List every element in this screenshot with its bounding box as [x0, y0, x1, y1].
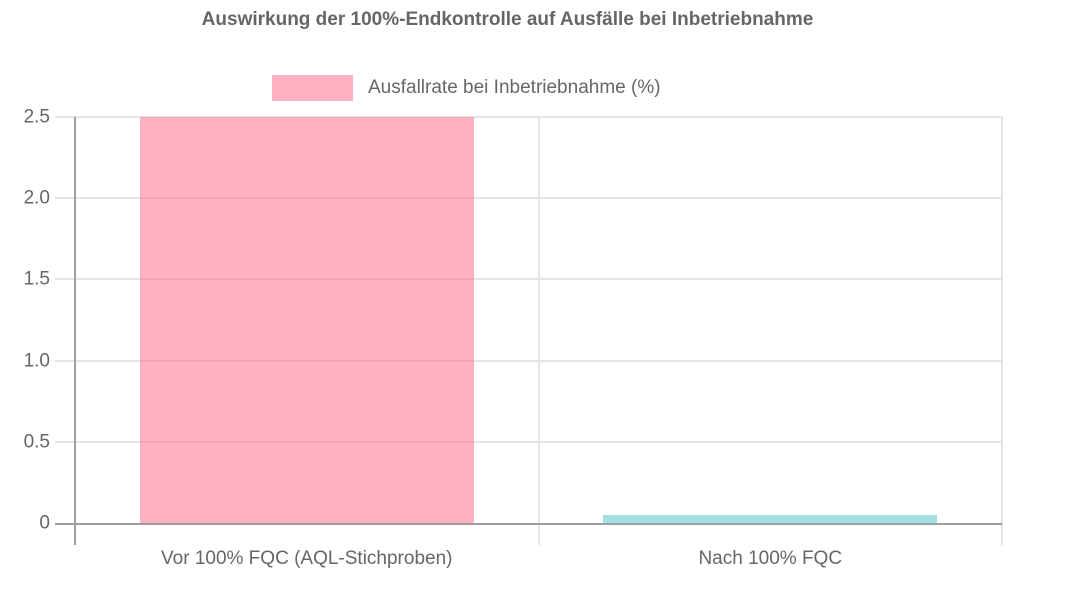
y-tick-label: 2.0: [23, 187, 50, 209]
bar[interactable]: [139, 117, 474, 523]
y-gridline: [55, 116, 1002, 118]
bar[interactable]: [603, 515, 938, 523]
y-gridline: [55, 359, 1002, 362]
x-gridline: [1001, 117, 1003, 545]
x-axis-line: [55, 523, 1002, 525]
y-gridline: [55, 440, 1002, 443]
y-gridline: [55, 197, 1002, 200]
x-gridline: [537, 117, 540, 545]
chart-title: Auswirkung der 100%-Endkontrolle auf Aus…: [201, 9, 814, 30]
y-tick-label: 0: [39, 512, 50, 534]
legend-swatch: [272, 75, 353, 101]
x-tick-label: Nach 100% FQC: [698, 548, 843, 569]
x-tick-label: Vor 100% FQC (AQL-Stichproben): [161, 548, 453, 569]
y-gridline: [55, 278, 1002, 281]
y-tick-label: 1.0: [23, 350, 50, 372]
y-axis-line: [74, 117, 76, 545]
y-tick-label: 1.5: [23, 268, 50, 290]
y-tick-label: 2.5: [23, 106, 50, 128]
legend-label: Ausfallrate bei Inbetriebnahme (%): [368, 77, 661, 98]
y-tick-label: 0.5: [23, 431, 50, 453]
legend-item[interactable]: Ausfallrate bei Inbetriebnahme (%): [272, 75, 661, 101]
